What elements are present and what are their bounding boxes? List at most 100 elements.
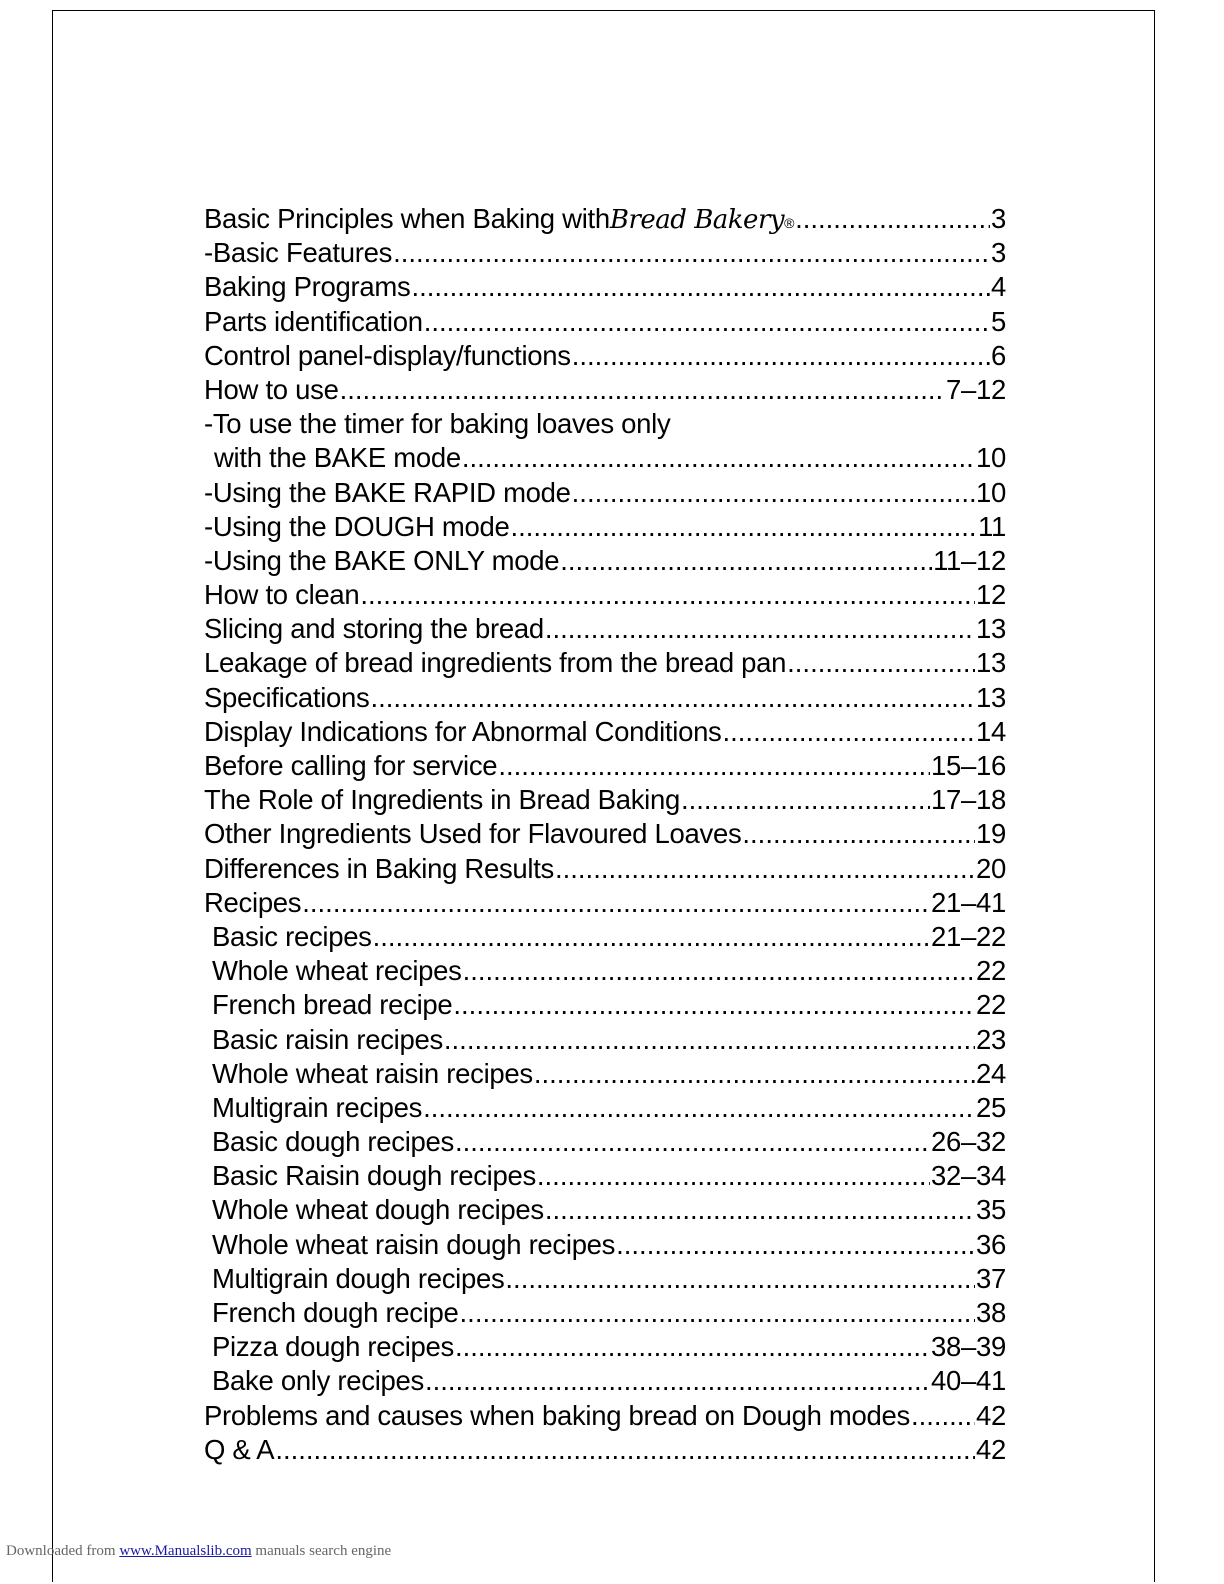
toc-entry[interactable]: Control panel-display/functions 6 — [204, 339, 1006, 373]
dot-leader — [423, 1091, 975, 1125]
toc-entry[interactable]: -To use the timer for baking loaves only — [204, 407, 1006, 441]
dot-leader — [498, 749, 930, 783]
dot-leader — [411, 270, 990, 304]
toc-entry-page: 15–16 — [931, 750, 1006, 781]
toc-entry[interactable]: Basic dough recipes 26–32 — [204, 1125, 1006, 1159]
toc-entry[interactable]: How to use 7–12 — [204, 373, 1006, 407]
toc-entry-page: 32–34 — [931, 1160, 1006, 1192]
toc-entry-label: How to clean — [204, 579, 360, 611]
footer-prefix: Downloaded from — [6, 1543, 120, 1559]
toc-entry[interactable]: with the BAKE mode 10 — [204, 441, 1006, 475]
toc-entry-page: 5 — [991, 305, 1006, 337]
toc-entry[interactable]: Specifications 13 — [204, 681, 1006, 715]
toc-entry[interactable]: The Role of Ingredients in Bread Baking … — [204, 783, 1006, 817]
toc-entry-label: Basic Principles when Baking with — [204, 203, 610, 234]
toc-entry[interactable]: Whole wheat recipes 22 — [204, 954, 1006, 988]
dot-leader — [360, 578, 975, 612]
toc-entry[interactable]: Before calling for service 15–16 — [204, 749, 1006, 783]
toc-entry[interactable]: Problems and causes when baking bread on… — [204, 1399, 1006, 1433]
dot-leader — [455, 1330, 930, 1364]
toc-entry-label: How to use — [204, 373, 339, 405]
toc-entry-label: with the BAKE mode — [214, 442, 461, 474]
download-footer: Downloaded from www.Manualslib.com manua… — [6, 1543, 391, 1560]
toc-entry-label: -To use the timer for baking loaves only — [204, 408, 671, 440]
toc-entry-page: 42 — [976, 1433, 1006, 1465]
dot-leader — [370, 681, 975, 715]
toc-entry[interactable]: Slicing and storing the bread 13 — [204, 612, 1006, 646]
toc-entry[interactable]: Pizza dough recipes 38–39 — [204, 1330, 1006, 1364]
toc-entry-label: Slicing and storing the bread — [204, 613, 544, 645]
toc-entry[interactable]: Recipes 21–41 — [204, 886, 1006, 920]
toc-entry-label: Whole wheat raisin dough recipes — [212, 1228, 616, 1260]
toc-entry-label: Other Ingredients Used for Flavoured Loa… — [204, 818, 742, 850]
toc-entry[interactable]: How to clean 12 — [204, 578, 1006, 612]
toc-entry[interactable]: Bake only recipes 40–41 — [204, 1364, 1006, 1398]
dot-leader — [373, 920, 930, 954]
toc-entry[interactable]: Basic recipes 21–22 — [204, 920, 1006, 954]
dot-leader — [545, 1193, 975, 1227]
toc-entry[interactable]: Leakage of bread ingredients from the br… — [204, 646, 1006, 680]
toc-entry-label: Leakage of bread ingredients from the br… — [204, 647, 787, 679]
dot-leader — [425, 1364, 930, 1398]
toc-entry-page: 38–39 — [931, 1331, 1006, 1363]
toc-entry[interactable]: French bread recipe 22 — [204, 988, 1006, 1022]
toc-entry-page: 23 — [976, 1023, 1006, 1055]
dot-leader — [302, 886, 930, 920]
toc-entry[interactable]: Basic Raisin dough recipes 32–34 — [204, 1159, 1006, 1193]
dot-leader — [560, 544, 932, 578]
toc-entry-label: French bread recipe — [212, 989, 453, 1021]
toc-entry-label: Bake only recipes — [212, 1365, 424, 1397]
toc-entry[interactable]: Multigrain dough recipes 37 — [204, 1262, 1006, 1296]
dot-leader — [534, 1057, 975, 1091]
dot-leader — [505, 1262, 975, 1296]
toc-entry-label: Whole wheat dough recipes — [212, 1194, 544, 1226]
toc-entry-page: 21–22 — [931, 920, 1006, 952]
dot-leader — [453, 988, 975, 1022]
toc-entry-label: Pizza dough recipes — [212, 1331, 454, 1363]
toc-entry[interactable]: -Using the BAKE RAPID mode 10 — [204, 476, 1006, 510]
dot-leader — [572, 339, 990, 373]
manualslib-link[interactable]: www.Manualslib.com — [119, 1543, 252, 1559]
toc-entry[interactable]: Display Indications for Abnormal Conditi… — [204, 715, 1006, 749]
dot-leader — [681, 783, 930, 817]
toc-entry-page: 22 — [976, 955, 1006, 987]
dot-leader — [455, 1125, 930, 1159]
dot-leader — [463, 954, 975, 988]
toc-entry-label: Basic Raisin dough recipes — [212, 1160, 536, 1192]
toc-entry[interactable]: Other Ingredients Used for Flavoured Loa… — [204, 817, 1006, 851]
toc-entry[interactable]: Whole wheat raisin dough recipes 36 — [204, 1228, 1006, 1262]
toc-entry-page: 42 — [976, 1399, 1006, 1431]
toc-entry-label: Parts identification — [204, 305, 423, 337]
toc-entry-label: Specifications — [204, 681, 370, 713]
toc-entry[interactable]: Whole wheat raisin recipes 24 — [204, 1057, 1006, 1091]
dot-leader — [340, 373, 945, 407]
toc-entry[interactable]: Whole wheat dough recipes 35 — [204, 1193, 1006, 1227]
dot-leader — [444, 1023, 975, 1057]
toc-entry[interactable]: Basic Principles when Baking with Bread … — [204, 202, 1006, 236]
toc-entry-label: French dough recipe — [212, 1297, 459, 1328]
toc-entry[interactable]: -Basic Features 3 — [204, 236, 1006, 270]
toc-entry-page: 25 — [976, 1091, 1006, 1123]
toc-entry-page: 40–41 — [931, 1365, 1006, 1397]
toc-entry[interactable]: Parts identification 5 — [204, 305, 1006, 339]
toc-entry[interactable]: Differences in Baking Results 20 — [204, 852, 1006, 886]
toc-entry[interactable]: -Using the BAKE ONLY mode 11–12 — [204, 544, 1006, 578]
toc-entry[interactable]: Basic raisin recipes 23 — [204, 1023, 1006, 1057]
page-border — [52, 10, 1155, 1582]
toc-entry-page: 22 — [976, 989, 1006, 1021]
toc-entry[interactable]: -Using the DOUGH mode 11 — [204, 510, 1006, 544]
toc-entry-page: 11 — [978, 510, 1006, 542]
toc-entry-page: 13 — [976, 647, 1006, 679]
dot-leader — [555, 852, 975, 886]
toc-entry[interactable]: Q & A 42 — [204, 1433, 1006, 1467]
toc-entry[interactable]: French dough recipe 38 — [204, 1296, 1006, 1330]
dot-leader — [795, 202, 990, 236]
table-of-contents: Basic Principles when Baking with Bread … — [204, 202, 1006, 1467]
toc-entry-label: Whole wheat recipes — [212, 955, 462, 987]
toc-entry-page: 35 — [976, 1194, 1006, 1226]
toc-entry-page: 17–18 — [931, 784, 1006, 816]
dot-leader — [510, 510, 977, 544]
footer-suffix: manuals search engine — [251, 1543, 392, 1559]
toc-entry[interactable]: Baking Programs 4 — [204, 270, 1006, 304]
toc-entry[interactable]: Multigrain recipes 25 — [204, 1091, 1006, 1125]
